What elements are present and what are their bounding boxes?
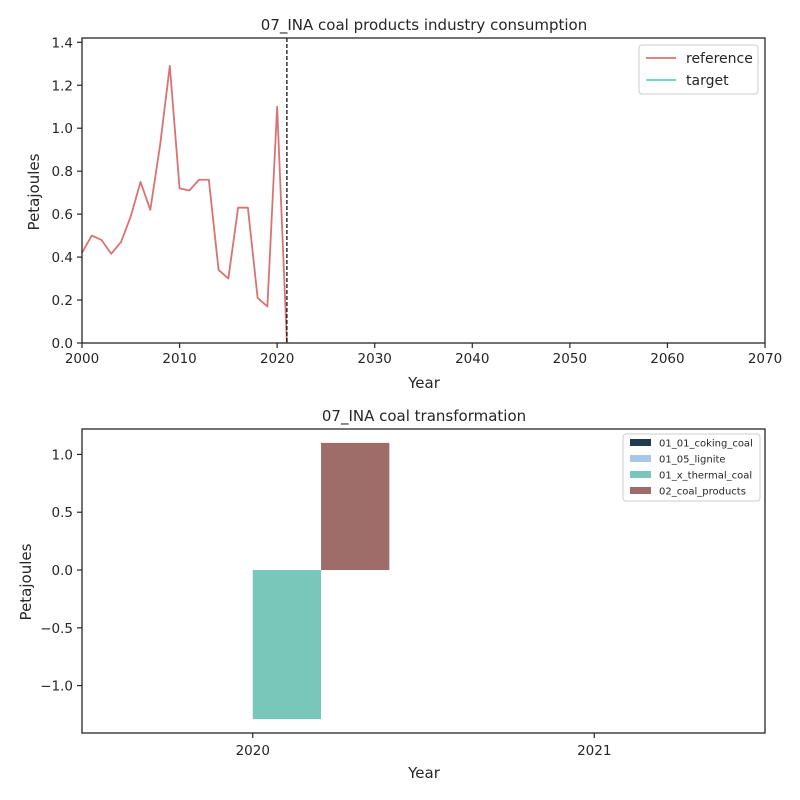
x-tick-label: 2040: [455, 351, 489, 367]
bar-chart-ylabel: Petajoules: [17, 543, 35, 620]
legend-label-01_05_lignite: 01_05_lignite: [659, 455, 726, 466]
y-tick-label: 1.2: [52, 78, 73, 94]
y-tick-label: −0.5: [40, 621, 73, 637]
x-tick-label: 2020: [260, 351, 294, 367]
bar-02_coal_products-2020: [321, 442, 390, 571]
bar-01_x_thermal_coal-2020: [252, 570, 322, 720]
bar-chart-xlabel: Year: [407, 764, 441, 782]
line-chart-xlabel: Year: [407, 374, 441, 392]
bar-chart-plot-area: [252, 442, 390, 720]
x-tick-label: 2060: [650, 351, 684, 367]
bar-chart-legend: 01_01_coking_coal 01_05_lignite 01_x_therm…: [622, 433, 761, 502]
legend-label-01_x_thermal_coal: 01_x_thermal_coal: [659, 471, 752, 482]
legend-label-01_01_coking_coal: 01_01_coking_coal: [659, 439, 753, 450]
x-tick-label: 2000: [65, 351, 99, 367]
line-chart-legend: reference target: [638, 44, 759, 95]
x-tick-label: 2020: [236, 743, 270, 759]
line-chart-ylabel: Petajoules: [25, 153, 43, 230]
line-chart-frame: [81, 37, 766, 344]
line-chart-title: 07_INA coal products industry consumptio…: [261, 16, 587, 35]
y-tick-label: 0.4: [52, 250, 73, 266]
x-tick-label: 2021: [577, 743, 611, 759]
legend-swatch-01_05_lignite: [630, 455, 651, 462]
legend-swatch-01_x_thermal_coal: [630, 471, 651, 478]
y-tick-label: 0.0: [52, 336, 73, 352]
y-tick-label: 1.0: [52, 121, 73, 137]
legend-label-reference: reference: [686, 51, 753, 67]
y-tick-label: 0.6: [52, 207, 73, 223]
legend-label-02_coal_products: 02_coal_products: [659, 487, 746, 498]
x-tick-label: 2030: [358, 351, 392, 367]
bar-chart-frame: [81, 428, 766, 734]
legend-label-target: target: [686, 73, 729, 89]
legend-box: [622, 433, 761, 502]
legend-swatch-02_coal_products: [630, 487, 651, 494]
y-tick-label: 0.0: [52, 563, 73, 579]
y-tick-label: 0.8: [52, 164, 73, 180]
x-tick-label: 2010: [162, 351, 196, 367]
y-tick-label: −1.0: [40, 679, 73, 695]
x-tick-label: 2070: [748, 351, 782, 367]
legend-swatch-01_01_coking_coal: [630, 439, 651, 446]
y-tick-label: 0.2: [52, 293, 73, 309]
y-tick-label: 1.4: [52, 35, 73, 51]
bar-chart-title: 07_INA coal transformation: [322, 407, 526, 426]
line-chart-ticks: 2000 2010 2020 2030 2040 2050 2060 2070 0.0 0.2 0.…: [52, 35, 783, 367]
line-chart: 07_INA coal products industry consumptio…: [25, 16, 782, 392]
series-line-reference: [81, 65, 288, 344]
y-tick-label: 0.5: [52, 505, 73, 521]
line-chart-plot-area: [81, 38, 288, 344]
bar-chart-ticks: 2020 2021 1.0 0.5 0.0 −0.5 −1.0: [40, 447, 611, 759]
x-tick-label: 2050: [553, 351, 587, 367]
bar-chart: 07_INA coal transformation 2020 2021 1.0 0.…: [17, 407, 766, 782]
y-tick-label: 1.0: [52, 447, 73, 463]
